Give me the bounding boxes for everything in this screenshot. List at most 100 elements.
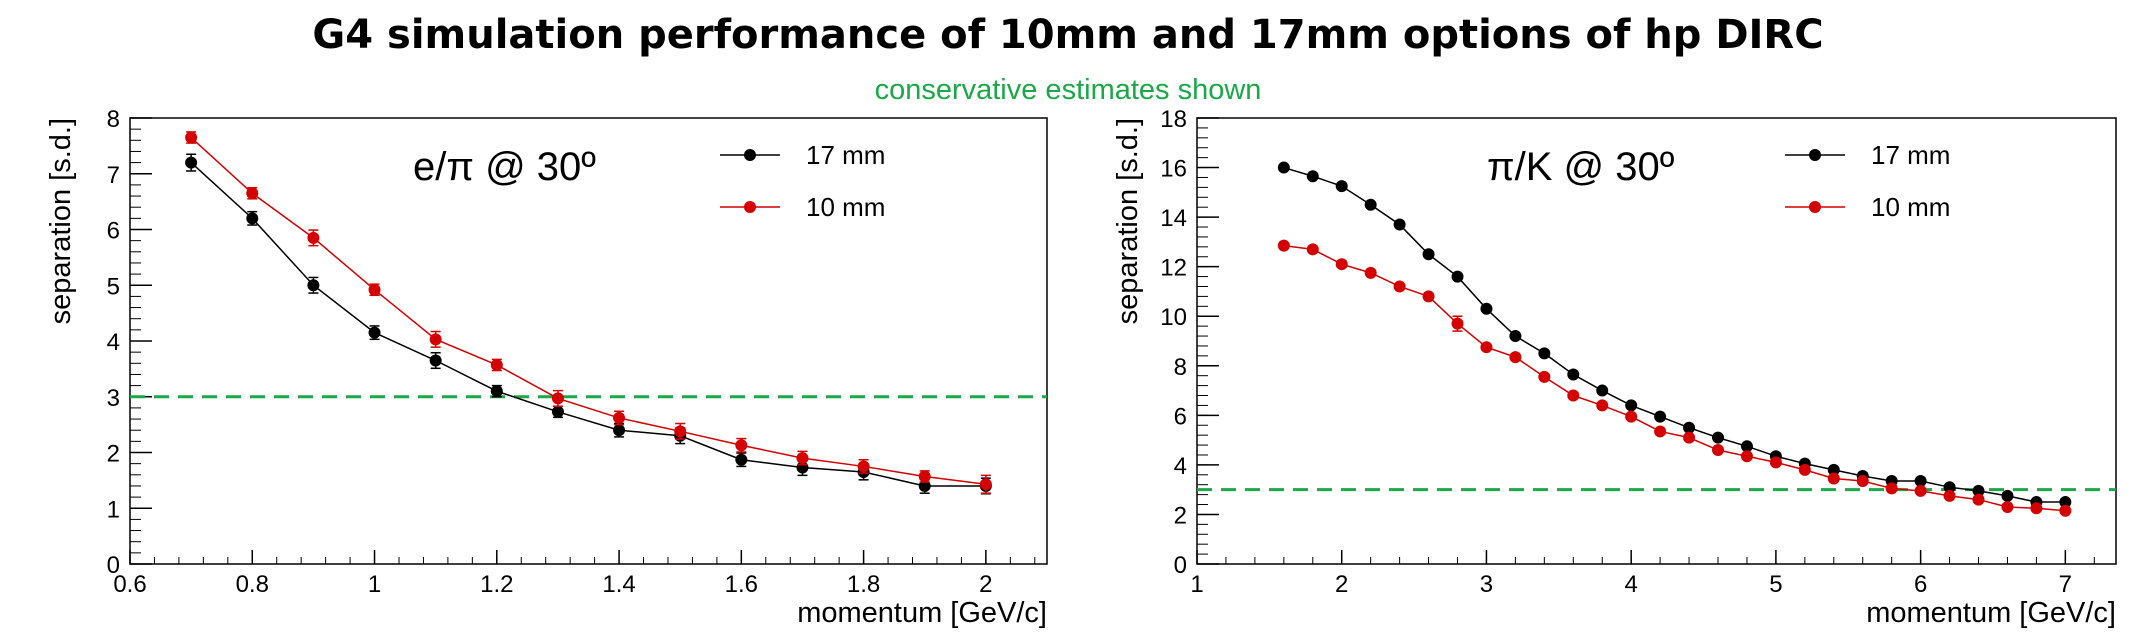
data-point bbox=[1972, 484, 1985, 497]
data-point bbox=[1393, 280, 1406, 293]
data-point bbox=[1393, 218, 1406, 231]
data-point bbox=[307, 279, 320, 292]
data-point bbox=[674, 425, 687, 438]
data-point bbox=[1943, 481, 1956, 494]
data-point bbox=[551, 392, 564, 405]
data-point bbox=[1306, 170, 1319, 183]
legend-label: 10 mm bbox=[1871, 192, 1950, 222]
data-point bbox=[1306, 243, 1319, 256]
x-tick-label: 2 bbox=[979, 571, 992, 598]
y-tick-label: 3 bbox=[107, 385, 120, 412]
data-point bbox=[185, 156, 198, 169]
data-point bbox=[857, 460, 870, 473]
data-point bbox=[1914, 484, 1927, 497]
data-point bbox=[918, 470, 931, 483]
y-tick-label: 7 bbox=[107, 162, 120, 189]
data-point bbox=[1364, 266, 1377, 279]
x-tick-label: 1 bbox=[1190, 571, 1203, 598]
y-tick-label: 8 bbox=[107, 106, 120, 133]
data-point bbox=[979, 478, 992, 491]
data-point bbox=[1451, 317, 1464, 330]
data-point bbox=[1683, 431, 1696, 444]
data-point bbox=[368, 326, 381, 339]
y-tick-label: 0 bbox=[1174, 552, 1187, 579]
y-tick-label: 4 bbox=[1174, 453, 1187, 480]
data-point bbox=[1277, 161, 1290, 174]
x-tick-label: 0.6 bbox=[113, 571, 146, 598]
x-tick-label: 5 bbox=[1769, 571, 1782, 598]
data-point bbox=[246, 212, 259, 225]
legend-label: 10 mm bbox=[806, 192, 885, 222]
data-point bbox=[1712, 431, 1725, 444]
data-point bbox=[1451, 270, 1464, 283]
data-point bbox=[1740, 450, 1753, 463]
data-point bbox=[1596, 384, 1609, 397]
data-point bbox=[1277, 239, 1290, 252]
data-point bbox=[1712, 444, 1725, 457]
data-point bbox=[1769, 456, 1782, 469]
y-axis-title: separation [s.d.] bbox=[1112, 118, 1144, 324]
y-tick-label: 2 bbox=[107, 441, 120, 468]
x-tick-label: 0.8 bbox=[236, 571, 269, 598]
data-point bbox=[2030, 502, 2043, 515]
data-point bbox=[1856, 474, 1869, 487]
data-point bbox=[1480, 341, 1493, 354]
data-point bbox=[2001, 489, 2014, 502]
legend-marker bbox=[1809, 201, 1821, 213]
data-point bbox=[1943, 489, 1956, 502]
x-tick-label: 7 bbox=[2059, 571, 2072, 598]
data-point bbox=[1567, 389, 1580, 402]
y-tick-label: 0 bbox=[107, 552, 120, 579]
y-tick-label: 8 bbox=[1174, 354, 1187, 381]
legend-label: 17 mm bbox=[806, 140, 885, 170]
data-point bbox=[551, 405, 564, 418]
data-point bbox=[918, 479, 931, 492]
data-point bbox=[1625, 410, 1638, 423]
data-point bbox=[1885, 482, 1898, 495]
y-tick-label: 2 bbox=[1174, 502, 1187, 529]
page-subtitle: conservative estimates shown bbox=[874, 74, 1262, 106]
legend-marker bbox=[1809, 149, 1821, 161]
plot-frame bbox=[1196, 117, 2117, 565]
y-tick-label: 6 bbox=[1174, 403, 1187, 430]
x-tick-label: 3 bbox=[1480, 571, 1493, 598]
data-point bbox=[1480, 302, 1493, 315]
data-point bbox=[307, 231, 320, 244]
y-tick-label: 14 bbox=[1160, 205, 1187, 232]
data-point bbox=[490, 358, 503, 371]
data-point bbox=[613, 411, 626, 424]
data-point bbox=[1567, 368, 1580, 381]
data-point bbox=[1914, 474, 1927, 487]
series-line bbox=[1283, 166, 2066, 503]
data-point bbox=[1538, 370, 1551, 383]
legend-marker bbox=[744, 149, 756, 161]
data-point bbox=[2059, 496, 2072, 509]
data-point bbox=[1509, 330, 1522, 343]
data-point bbox=[429, 354, 442, 367]
x-tick-label: 1.6 bbox=[725, 571, 758, 598]
y-tick-label: 5 bbox=[107, 273, 120, 300]
y-tick-label: 6 bbox=[107, 218, 120, 245]
legend-marker bbox=[744, 201, 756, 213]
y-tick-label: 4 bbox=[107, 329, 120, 356]
x-axis-title: momentum [GeV/c] bbox=[797, 597, 1047, 629]
y-tick-label: 10 bbox=[1160, 304, 1187, 331]
data-point bbox=[613, 424, 626, 437]
x-tick-label: 1.4 bbox=[602, 571, 635, 598]
data-point bbox=[429, 333, 442, 346]
data-point bbox=[1422, 248, 1435, 261]
y-axis-title: separation [s.d.] bbox=[45, 118, 77, 324]
x-tick-label: 4 bbox=[1624, 571, 1637, 598]
chart-annotation: π/K @ 30º bbox=[1487, 145, 1675, 189]
data-point bbox=[2059, 504, 2072, 517]
data-point bbox=[1654, 410, 1667, 423]
data-point bbox=[368, 283, 381, 296]
y-tick-label: 16 bbox=[1160, 156, 1187, 183]
data-point bbox=[1654, 425, 1667, 438]
data-point bbox=[1538, 347, 1551, 360]
series-line bbox=[190, 136, 986, 486]
data-point bbox=[2001, 501, 2014, 514]
